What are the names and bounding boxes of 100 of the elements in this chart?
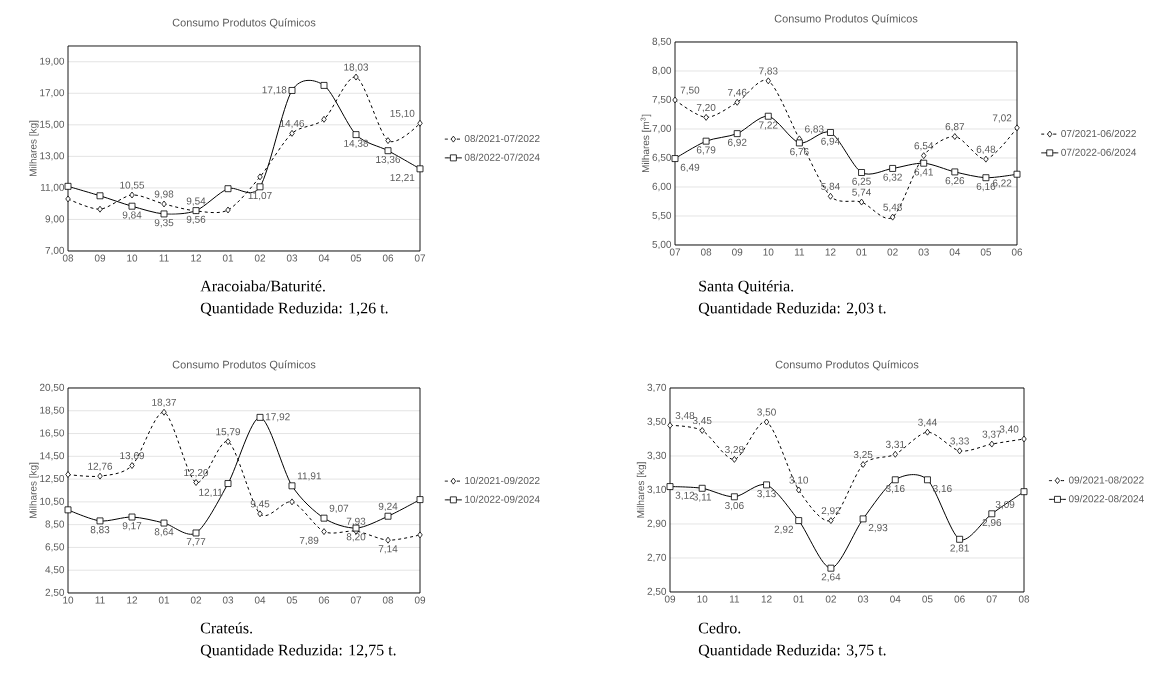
point — [827, 564, 835, 572]
point — [321, 115, 327, 123]
data-label: 2,92 — [774, 525, 794, 535]
y-tick-label: 3,70 — [647, 383, 667, 393]
point — [192, 529, 200, 537]
point — [827, 129, 834, 136]
chart-title: Consumo Produtos Químicos — [775, 360, 919, 371]
data-label: 7,46 — [727, 88, 747, 98]
point — [160, 519, 168, 527]
x-tick-label: 08 — [62, 254, 74, 262]
x-tick-label: 06 — [318, 596, 330, 604]
x-tick-label: 03 — [857, 595, 869, 603]
point — [65, 195, 71, 203]
y-tick-label: 3,10 — [647, 485, 667, 495]
data-label: 13,36 — [376, 155, 401, 165]
x-tick-label: 09 — [414, 596, 426, 604]
x-tick-label: 02 — [825, 595, 836, 603]
x-tick-label: 10 — [763, 248, 774, 256]
text: Cedro. — [698, 622, 741, 634]
point — [763, 418, 770, 426]
text: Quantidade Reduzida: 3,75 t. — [698, 644, 886, 658]
x-tick-label: 04 — [254, 596, 266, 604]
data-label: 8,83 — [90, 526, 110, 535]
data-label: 8,64 — [154, 528, 174, 537]
point — [889, 165, 897, 172]
x-tick-label: 05 — [980, 248, 992, 256]
data-label: 5,74 — [852, 188, 871, 197]
point — [416, 496, 424, 503]
legend-label: 10/2021-09/2022 — [465, 476, 540, 485]
point — [734, 98, 740, 106]
point — [97, 472, 103, 480]
data-label: 7,14 — [378, 545, 398, 554]
x-tick-label: 07 — [414, 254, 426, 262]
x-tick-label: 06 — [954, 595, 965, 603]
chart-title: Consumo Produtos Químicos — [172, 18, 316, 29]
data-label: 6,94 — [821, 137, 840, 146]
x-tick-label: 03 — [222, 596, 234, 604]
x-tick-label: 12 — [127, 596, 138, 604]
point — [924, 476, 931, 484]
x-tick-label: 08 — [382, 596, 394, 604]
data-label: 9,07 — [329, 504, 349, 513]
point — [321, 528, 327, 535]
y-tick-label: 20,50 — [39, 383, 65, 393]
point — [828, 517, 834, 524]
data-label: 6,87 — [945, 123, 965, 132]
y-tick-label: 2,70 — [647, 553, 667, 563]
y-tick-label: 16,50 — [40, 429, 65, 438]
y-tick-label: 19,00 — [40, 57, 65, 66]
point — [320, 82, 328, 89]
x-tick-label: 05 — [350, 254, 362, 262]
point — [956, 535, 964, 543]
data-label: 14,38 — [344, 139, 369, 149]
x-tick-label: 11 — [159, 254, 169, 262]
x-tick-label: 01 — [222, 254, 234, 262]
y-tick-label: 6,50 — [45, 543, 65, 552]
data-label: 6,48 — [976, 145, 996, 154]
data-label: 9,84 — [122, 211, 142, 220]
text: Crateús. — [200, 622, 253, 634]
point — [257, 510, 263, 518]
y-tick-label: 7,00 — [652, 124, 672, 134]
data-label: 9,45 — [250, 500, 270, 509]
data-label: 3,16 — [885, 484, 905, 494]
x-tick-label: 10 — [63, 596, 74, 604]
point — [160, 210, 168, 218]
point — [666, 483, 674, 490]
point — [982, 174, 990, 182]
data-label: 18,03 — [344, 63, 369, 72]
data-label: 2,93 — [868, 524, 888, 533]
chart-title: Consumo Produtos Químicos — [172, 360, 316, 371]
x-tick-label: 08 — [1018, 595, 1030, 603]
x-tick-label: 06 — [1011, 248, 1023, 256]
y-tick-label: 8,50 — [652, 37, 672, 47]
y-axis-title: Milhares [kg] — [636, 462, 647, 518]
x-tick-label: 09 — [94, 254, 106, 262]
point — [224, 185, 232, 193]
chart-title: Consumo Produtos Químicos — [774, 14, 918, 25]
data-label: 6,76 — [790, 148, 809, 157]
point — [952, 133, 958, 140]
x-tick-label: 09 — [732, 248, 743, 256]
y-axis-title: Milhares [kg] — [29, 462, 39, 519]
point — [796, 486, 802, 494]
legend-label: 07/2021-06/2022 — [1061, 129, 1136, 138]
data-label: 2,64 — [821, 573, 841, 582]
data-label: 7,50 — [680, 86, 700, 95]
point — [860, 461, 866, 468]
legend-label: 10/2022-09/2024 — [465, 495, 540, 503]
x-tick-label: 04 — [890, 595, 901, 603]
y-tick-label: 9,00 — [45, 215, 65, 224]
point — [65, 471, 71, 478]
x-tick-label: 07 — [986, 595, 997, 603]
point — [672, 96, 678, 104]
point — [827, 192, 834, 200]
data-label: 6,41 — [914, 168, 933, 177]
y-tick-label: 18,50 — [40, 406, 65, 415]
data-label: 10,55 — [120, 181, 145, 190]
legend-label: 07/2022-06/2024 — [1061, 148, 1137, 156]
point — [64, 506, 72, 514]
point — [417, 119, 423, 127]
data-label: 5,48 — [883, 203, 902, 212]
data-label: 3,16 — [933, 484, 952, 494]
